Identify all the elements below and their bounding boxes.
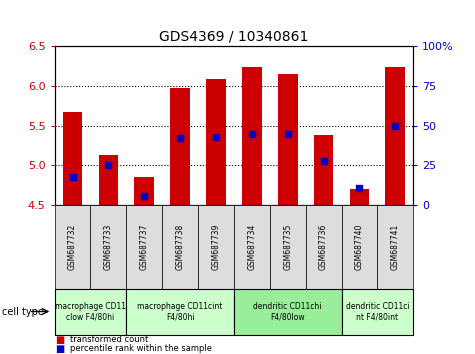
Bar <box>350 189 370 205</box>
Point <box>320 158 327 164</box>
Point <box>104 163 112 169</box>
Text: ■: ■ <box>55 335 64 345</box>
Text: macrophage CD11
clow F4/80hi: macrophage CD11 clow F4/80hi <box>55 302 126 321</box>
Point <box>391 123 399 129</box>
Bar <box>170 88 190 205</box>
Bar <box>278 74 298 205</box>
Text: GSM687737: GSM687737 <box>140 224 149 270</box>
Text: macrophage CD11cint
F4/80hi: macrophage CD11cint F4/80hi <box>137 302 223 321</box>
Point <box>141 193 148 199</box>
Text: GSM687735: GSM687735 <box>283 224 292 270</box>
Bar <box>242 67 262 205</box>
Text: GSM687733: GSM687733 <box>104 224 113 270</box>
Bar <box>134 177 154 205</box>
Point <box>356 185 363 191</box>
Bar <box>314 135 333 205</box>
Text: dendritic CD11ci
nt F4/80int: dendritic CD11ci nt F4/80int <box>346 302 409 321</box>
Point <box>176 136 184 141</box>
Text: GSM687739: GSM687739 <box>211 224 220 270</box>
Point <box>284 131 292 136</box>
Text: ■: ■ <box>55 344 64 354</box>
Text: GSM687732: GSM687732 <box>68 224 77 270</box>
Bar <box>98 155 118 205</box>
Title: GDS4369 / 10340861: GDS4369 / 10340861 <box>159 29 309 44</box>
Point <box>212 134 220 139</box>
Text: GSM687741: GSM687741 <box>391 224 400 270</box>
Bar <box>206 79 226 205</box>
Text: percentile rank within the sample: percentile rank within the sample <box>70 344 212 353</box>
Text: GSM687734: GSM687734 <box>247 224 257 270</box>
Text: GSM687738: GSM687738 <box>176 224 185 270</box>
Text: dendritic CD11chi
F4/80low: dendritic CD11chi F4/80low <box>254 302 322 321</box>
Bar <box>63 112 83 205</box>
Point <box>69 174 76 179</box>
Text: GSM687736: GSM687736 <box>319 224 328 270</box>
Text: transformed count: transformed count <box>70 335 148 344</box>
Point <box>248 131 256 136</box>
Bar <box>385 67 405 205</box>
Text: cell type: cell type <box>2 307 44 316</box>
Text: GSM687740: GSM687740 <box>355 224 364 270</box>
